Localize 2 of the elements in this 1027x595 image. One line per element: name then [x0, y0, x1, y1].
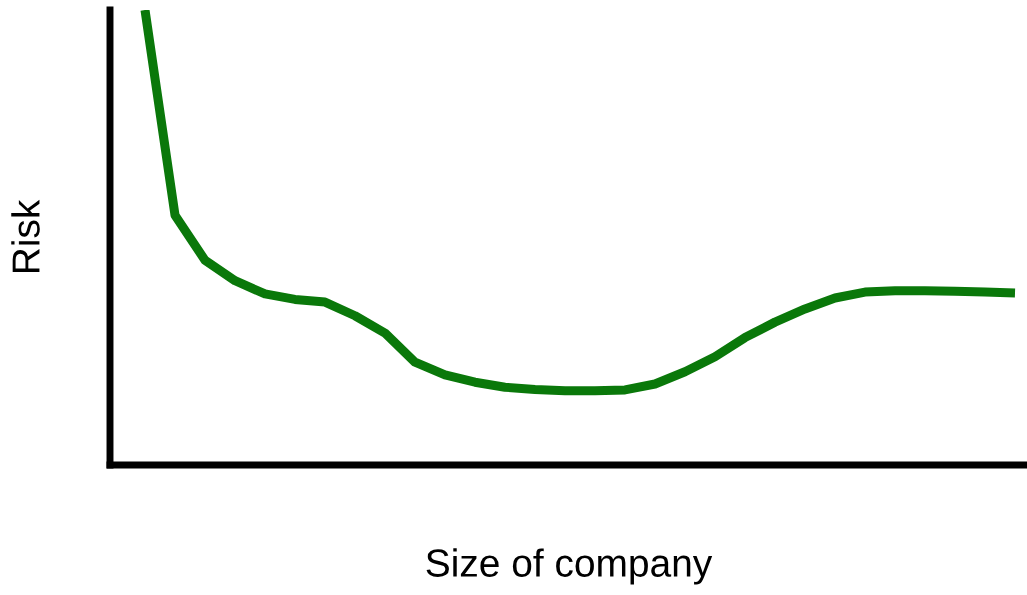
x-axis-title: Size of company	[426, 548, 713, 585]
y-axis-title: Risk	[11, 199, 40, 273]
